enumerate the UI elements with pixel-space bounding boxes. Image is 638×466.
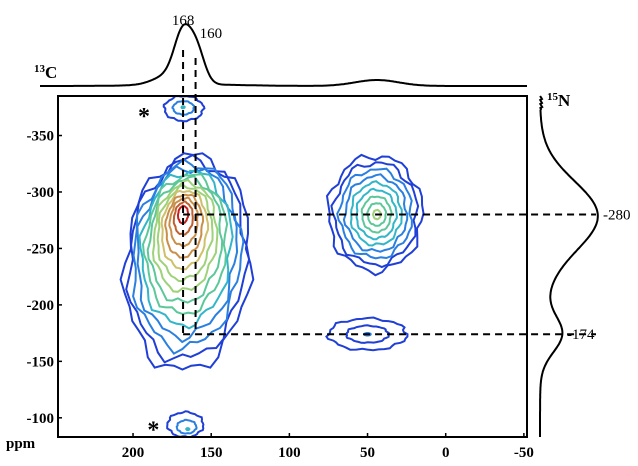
contour-line: [162, 96, 206, 123]
c13-nucleus-label: 13C: [34, 63, 57, 82]
ppm-axis-label: ppm: [6, 436, 36, 452]
dashed-guides: [182, 50, 596, 336]
sideband-asterisk-top: *: [138, 104, 150, 130]
contour-line: [175, 418, 198, 435]
contour-line: [141, 173, 229, 316]
x-tick-label: 0: [442, 445, 450, 461]
contour-line: [151, 178, 219, 293]
contour-line: [138, 169, 234, 330]
y-tick-label: -250: [27, 241, 55, 257]
y-tick-label: -350: [27, 129, 55, 145]
n15-projection: 15N -280 -174: [538, 91, 631, 437]
contour-line: [119, 152, 255, 371]
contour-line: [136, 165, 239, 344]
contour-line: [336, 167, 413, 260]
c13-peak-label-168: 168: [172, 13, 195, 29]
c13-symbol: C: [45, 63, 57, 82]
plot-frame: [57, 95, 528, 438]
contour-line: [166, 410, 205, 437]
n15-symbol: N: [558, 91, 571, 110]
contour-region-sideband-top: [162, 96, 206, 123]
contour-line: [171, 100, 196, 116]
contour-line: [146, 174, 224, 304]
contour-plot: [119, 96, 425, 437]
contour-line: [172, 200, 194, 236]
n15-peak-label-280: -280: [603, 208, 631, 224]
contour-line: [168, 196, 199, 248]
c13-peak-label-160: 160: [200, 26, 223, 42]
c13-projection: 13C 168 160: [34, 13, 527, 87]
x-axis: 200 150 100 50 0 -50: [122, 433, 534, 461]
contour-line: [164, 193, 205, 259]
contour-line: [360, 195, 393, 234]
c13-mass-number: 13: [34, 63, 46, 75]
n15-projection-trace: [538, 95, 599, 437]
y-tick-label: -100: [27, 411, 55, 427]
y-axis: -350 -300 -250 -200 -150 -100: [27, 129, 62, 427]
contour-line: [372, 208, 382, 221]
y-tick-label: -200: [27, 298, 55, 314]
x-tick-label: 100: [278, 445, 301, 461]
y-tick-label: -300: [27, 185, 55, 201]
x-tick-label: 50: [360, 445, 375, 461]
sideband-asterisk-bottom: *: [147, 418, 159, 444]
x-tick-label: -50: [514, 445, 534, 461]
n15-nucleus-label: 15N: [547, 91, 571, 110]
contour-line: [185, 427, 191, 432]
x-tick-label: 200: [122, 445, 145, 461]
n15-mass-number: 15: [547, 91, 559, 103]
c13-projection-trace: [40, 23, 527, 87]
contour-line: [180, 105, 186, 110]
contour-line: [156, 183, 214, 283]
contour-region-sideband-bottom: [166, 410, 205, 437]
contour-line: [345, 324, 390, 344]
y-tick-label: -150: [27, 354, 55, 370]
contour-line: [125, 153, 251, 364]
contour-line: [325, 153, 425, 277]
contour-region-main-amide-region: [119, 152, 255, 371]
contour-line: [177, 204, 190, 225]
contour-line: [160, 189, 210, 271]
x-tick-label: 150: [200, 445, 223, 461]
